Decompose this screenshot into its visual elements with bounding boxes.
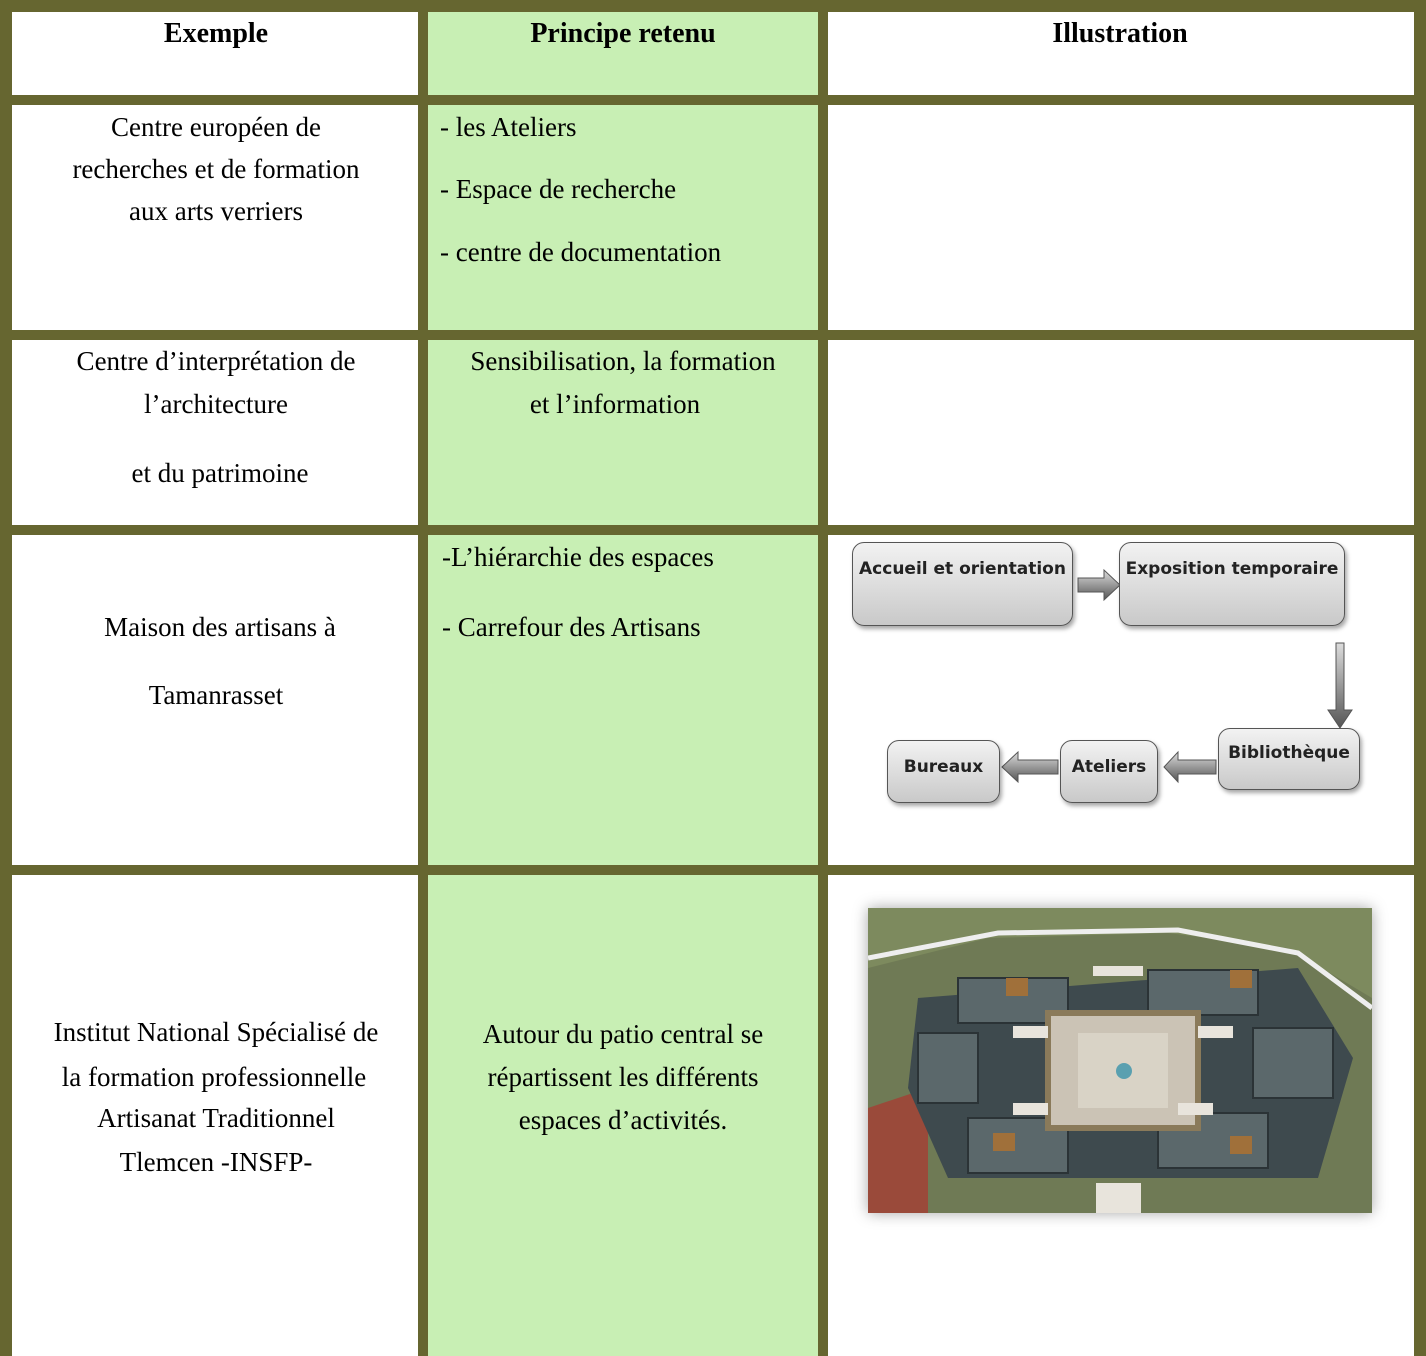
cell [12, 105, 418, 330]
principle-text: -L’hiérarchie des espaces [442, 542, 714, 572]
principle-text: - Espace de recherche [440, 174, 677, 204]
example-text: l’architecture [144, 389, 288, 419]
example-text: recherches et de formation [72, 154, 360, 184]
cell [828, 340, 1414, 525]
header-cell [12, 12, 418, 95]
arrow [1327, 642, 1353, 729]
header-cell [428, 12, 818, 95]
cell [428, 875, 818, 1356]
arrow [1077, 568, 1121, 602]
cell [428, 340, 818, 525]
diagram-arrows [1001, 568, 1353, 784]
arrow [1001, 750, 1059, 784]
cell [12, 875, 418, 1356]
principle-text: espaces d’activités. [518, 1105, 728, 1135]
example-text: Tlemcen -INSFP- [119, 1147, 313, 1177]
example-text: Institut National Spécialisé de [53, 1017, 379, 1047]
example-text: Tamanrasset [148, 680, 284, 710]
example-text: Centre européen de [111, 112, 321, 142]
principle-text: - centre de documentation [440, 237, 722, 267]
header-cell [828, 12, 1414, 95]
diagram-node: Accueil et orientation [852, 542, 1073, 626]
principle-text: Autour du patio central se [482, 1019, 764, 1049]
example-text: Centre d’interprétation de [76, 346, 356, 376]
example-text: Artisanat Traditionnel [97, 1103, 335, 1133]
example-text: Maison des artisans à [104, 612, 336, 642]
cell [428, 535, 818, 865]
principle-text: - Carrefour des Artisans [442, 612, 701, 642]
diagram-node: Exposition temporaire [1119, 542, 1345, 626]
cell [428, 105, 818, 330]
arrow [1163, 750, 1217, 784]
cell [12, 340, 418, 525]
principle-text: Sensibilisation, la formation [470, 346, 776, 376]
cell [828, 105, 1414, 330]
header-text: Illustration [1052, 18, 1188, 49]
header-text: Exemple [163, 18, 269, 49]
header-text: Principe retenu [530, 18, 716, 49]
model-photo [868, 908, 1372, 1213]
principle-text: - les Ateliers [440, 112, 577, 142]
cell [12, 535, 418, 865]
example-text: aux arts verriers [129, 196, 303, 226]
diagram-node: Bureaux [887, 740, 1000, 803]
diagram-node: Bibliothèque [1218, 728, 1360, 790]
example-text: et du patrimoine [131, 458, 309, 488]
diagram-node: Ateliers [1060, 740, 1158, 803]
principle-text: répartissent les différents [487, 1062, 759, 1092]
principle-text: et l’information [529, 389, 701, 419]
example-text: la formation professionnelle [61, 1062, 367, 1092]
